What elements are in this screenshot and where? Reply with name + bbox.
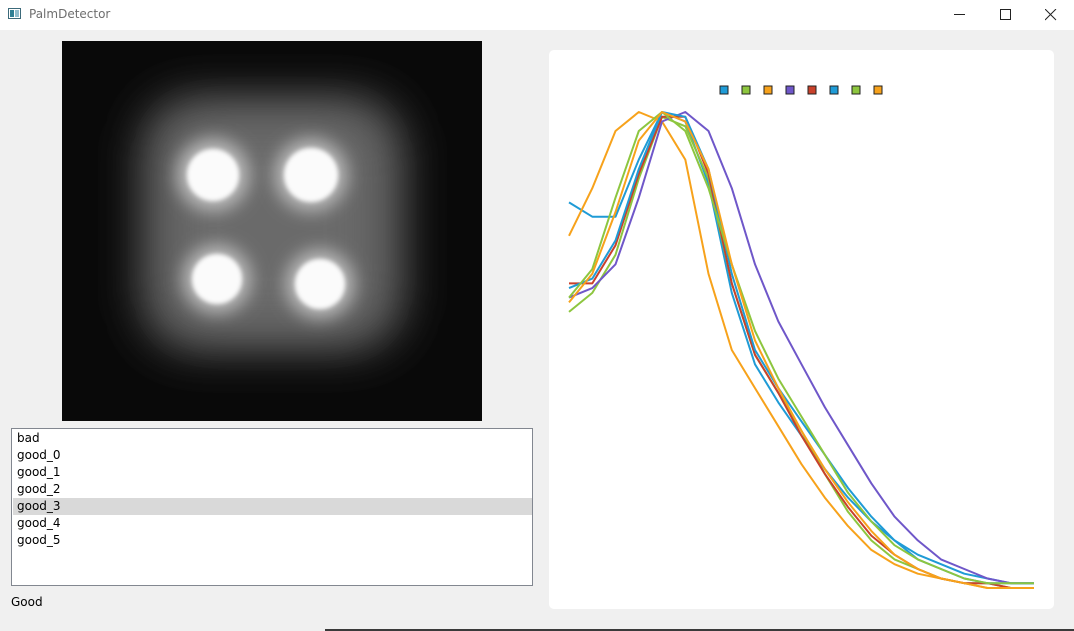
- series-line-5: [568, 111, 1034, 585]
- profile-chart-panel: [549, 50, 1054, 609]
- palm-image: [62, 41, 482, 421]
- legend-marker-7[interactable]: [873, 85, 883, 95]
- sample-list[interactable]: bad good_0 good_1 good_2 good_3 good_4 g…: [11, 428, 533, 586]
- list-item[interactable]: good_3: [13, 498, 532, 515]
- maximize-icon: [1000, 9, 1011, 20]
- classification-result-label: Good: [11, 595, 43, 609]
- bottom-edge: [325, 629, 1074, 631]
- legend-marker-4[interactable]: [807, 85, 817, 95]
- legend-marker-5[interactable]: [829, 85, 839, 95]
- legend-marker-2[interactable]: [763, 85, 773, 95]
- title-bar: PalmDetector: [0, 0, 1074, 30]
- close-icon: [1045, 9, 1057, 21]
- legend-marker-3[interactable]: [785, 85, 795, 95]
- close-button[interactable]: [1028, 0, 1074, 30]
- series-line-6: [568, 111, 1034, 585]
- chart-series: [568, 111, 1034, 589]
- series-line-4: [569, 115, 1034, 589]
- list-item[interactable]: good_2: [17, 482, 61, 496]
- list-item[interactable]: good_5: [17, 533, 61, 547]
- list-item[interactable]: good_4: [17, 516, 61, 530]
- palm-image-view: [62, 41, 482, 421]
- series-line-1: [568, 115, 1034, 589]
- series-line-7: [568, 111, 1034, 589]
- list-item[interactable]: good_0: [17, 448, 61, 462]
- list-item[interactable]: good_1: [17, 465, 61, 479]
- app-icon: [8, 8, 21, 19]
- legend-marker-0[interactable]: [719, 85, 729, 95]
- window-title: PalmDetector: [29, 7, 111, 21]
- minimize-button[interactable]: [937, 0, 983, 30]
- chart-legend: [719, 85, 883, 95]
- legend-marker-6[interactable]: [851, 85, 861, 95]
- list-item[interactable]: bad: [17, 431, 40, 445]
- minimize-icon: [954, 14, 965, 15]
- profile-chart: [568, 85, 1034, 589]
- series-line-2: [568, 111, 1034, 589]
- legend-marker-1[interactable]: [741, 85, 751, 95]
- maximize-button[interactable]: [983, 0, 1029, 30]
- series-line-0: [568, 111, 1034, 585]
- series-line-3: [568, 111, 1034, 585]
